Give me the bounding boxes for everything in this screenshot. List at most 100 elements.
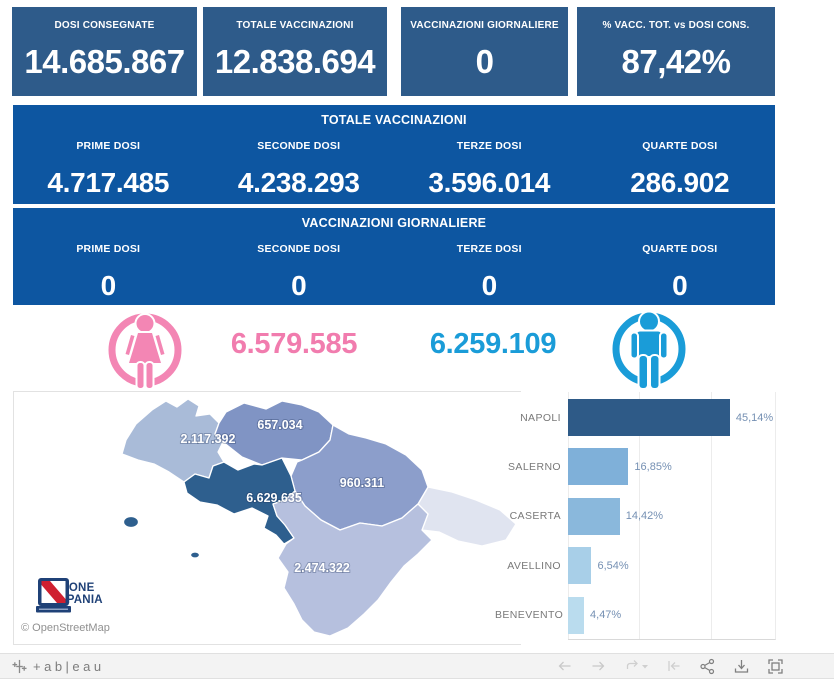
col-value: 3.596.014 (428, 167, 551, 198)
col-prime-dosi: PRIME DOSI 0 (13, 243, 204, 302)
kpi-dosi-consegnate[interactable]: DOSI CONSEGNATE 14.685.867 (12, 7, 197, 96)
island-capri[interactable] (189, 551, 201, 559)
province-bar-chart: NAPOLI 45,14% SALERNO 16,85% CASERTA 14,42% AV… (495, 392, 776, 644)
replay-button[interactable] (624, 658, 649, 674)
kpi-totale-vaccinazioni[interactable]: TOTALE VACCINAZIONI 12.838.694 (203, 7, 387, 96)
bar-avellino[interactable] (568, 547, 592, 585)
male-icon (608, 310, 690, 395)
map-value-salerno: 2.474.322 (294, 561, 350, 575)
fullscreen-button[interactable] (767, 658, 784, 675)
revert-button[interactable] (665, 658, 682, 674)
bar-caserta[interactable] (568, 497, 620, 535)
redo-icon (592, 661, 605, 671)
bar-value-label: 6,54% (597, 559, 629, 572)
female-icon (104, 311, 186, 394)
bar-track: 14,42% (568, 497, 776, 535)
kpi-value: 0 (475, 43, 494, 80)
chart-row: AVELLINO 6,54% (495, 547, 776, 585)
col-label: PRIME DOSI (76, 243, 141, 255)
revert-icon (668, 661, 680, 671)
download-button[interactable] (733, 658, 750, 675)
col-value: 0 (481, 270, 498, 301)
bar-salerno[interactable] (568, 448, 629, 486)
replay-icon (626, 660, 638, 669)
band-title: VACCINAZIONI GIORNALIERE (301, 216, 487, 230)
map-value-avellino: 960.311 (340, 476, 385, 490)
col-value: 0 (100, 270, 117, 301)
col-value: 4.717.485 (47, 167, 170, 198)
col-value: 286.902 (630, 167, 730, 198)
map-attribution: © OpenStreetMap (18, 622, 113, 634)
bar-track: 6,54% (568, 547, 776, 585)
col-label: QUARTE DOSI (642, 243, 718, 255)
bar-value-label: 16,85% (634, 460, 672, 473)
bar-track: 4,47% (568, 596, 776, 634)
download-icon (734, 659, 749, 673)
gridline (710, 392, 712, 639)
vaccinazioni-giornaliere-band[interactable]: VACCINAZIONI GIORNALIERE PRIME DOSI 0 SE… (13, 208, 775, 305)
campania-map-panel: 2.117.392 657.034 960.311 6.629.635 2.47… (13, 391, 521, 645)
chart-row: NAPOLI 45,14% (495, 399, 776, 436)
tableau-toolbar: +ab|eau (0, 653, 834, 679)
female-total: 6.579.585 (230, 328, 358, 360)
bar-value-label: 45,14% (735, 411, 774, 424)
col-seconde-dosi: SECONDE DOSI 0 (204, 243, 395, 302)
col-label: QUARTE DOSI (642, 140, 718, 152)
bar-category-label: SALERNO (508, 460, 561, 473)
map-value-benevento: 657.034 (257, 418, 302, 432)
chart-row: SALERNO 16,85% (495, 448, 776, 486)
island-ischia[interactable] (122, 515, 140, 529)
col-value: 0 (672, 270, 688, 301)
redo-button[interactable] (590, 658, 607, 674)
kpi-percent-vacc[interactable]: % VACC. TOT. vs DOSI CONS. 87,42% (577, 7, 775, 96)
col-quarte-dosi: QUARTE DOSI 0 (585, 243, 776, 302)
kpi-label: % VACC. TOT. vs DOSI CONS. (602, 20, 750, 31)
bar-napoli[interactable] (568, 399, 730, 436)
col-label: TERZE DOSI (456, 140, 522, 152)
totale-vaccinazioni-band[interactable]: TOTALE VACCINAZIONI PRIME DOSI 4.717.485… (13, 105, 775, 204)
province-salerno[interactable] (272, 490, 433, 637)
kpi-value: 12.838.694 (214, 43, 376, 80)
kpi-vaccinazioni-giornaliere[interactable]: VACCINAZIONI GIORNALIERE 0 (401, 7, 568, 96)
bar-category-label: NAPOLI (520, 411, 561, 424)
col-value: 0 (291, 270, 307, 301)
col-value: 4.238.293 (237, 167, 360, 198)
bar-category-label: BENEVENTO (495, 609, 564, 622)
undo-icon (558, 661, 571, 671)
bar-benevento[interactable] (568, 596, 585, 634)
tableau-mark-icon (12, 659, 27, 673)
replay-caret-icon (641, 665, 648, 669)
bar-value-label: 4,47% (590, 609, 622, 622)
kpi-label: TOTALE VACCINAZIONI (236, 20, 354, 31)
campania-shield-icon (36, 578, 71, 613)
share-button[interactable] (699, 658, 716, 675)
chart-row: CASERTA 14,42% (495, 497, 776, 535)
tableau-logo[interactable]: +ab|eau (12, 659, 105, 674)
regione-campania-logo: REGIONE CAMPANIA (36, 578, 103, 613)
col-seconde-dosi: SECONDE DOSI 4.238.293 (204, 140, 395, 199)
bar-value-label: 14,42% (625, 510, 664, 523)
bar-category-label: CASERTA (509, 510, 561, 523)
kpi-value: 14.685.867 (24, 43, 185, 80)
share-icon (700, 658, 715, 674)
kpi-label: DOSI CONSEGNATE (54, 20, 155, 31)
col-label: PRIME DOSI (76, 140, 141, 152)
bar-track: 45,14% (568, 399, 776, 436)
undo-button[interactable] (556, 658, 573, 674)
col-label: SECONDE DOSI (257, 243, 341, 255)
kpi-label: VACCINAZIONI GIORNALIERE (410, 20, 559, 31)
bar-category-label: AVELLINO (507, 559, 561, 572)
col-terze-dosi: TERZE DOSI 3.596.014 (394, 140, 585, 199)
chart-row: BENEVENTO 4,47% (495, 596, 776, 634)
tableau-wordmark: +ab|eau (33, 658, 105, 674)
gridline (639, 392, 641, 639)
col-quarte-dosi: QUARTE DOSI 286.902 (585, 140, 776, 199)
map-value-caserta: 2.117.392 (181, 432, 236, 446)
fullscreen-icon (768, 658, 783, 674)
band-title: TOTALE VACCINAZIONI (321, 113, 467, 127)
col-label: TERZE DOSI (456, 243, 522, 255)
col-prime-dosi: PRIME DOSI 4.717.485 (13, 140, 204, 199)
male-total: 6.259.109 (429, 328, 557, 360)
map-value-napoli: 6.629.635 (246, 491, 302, 505)
